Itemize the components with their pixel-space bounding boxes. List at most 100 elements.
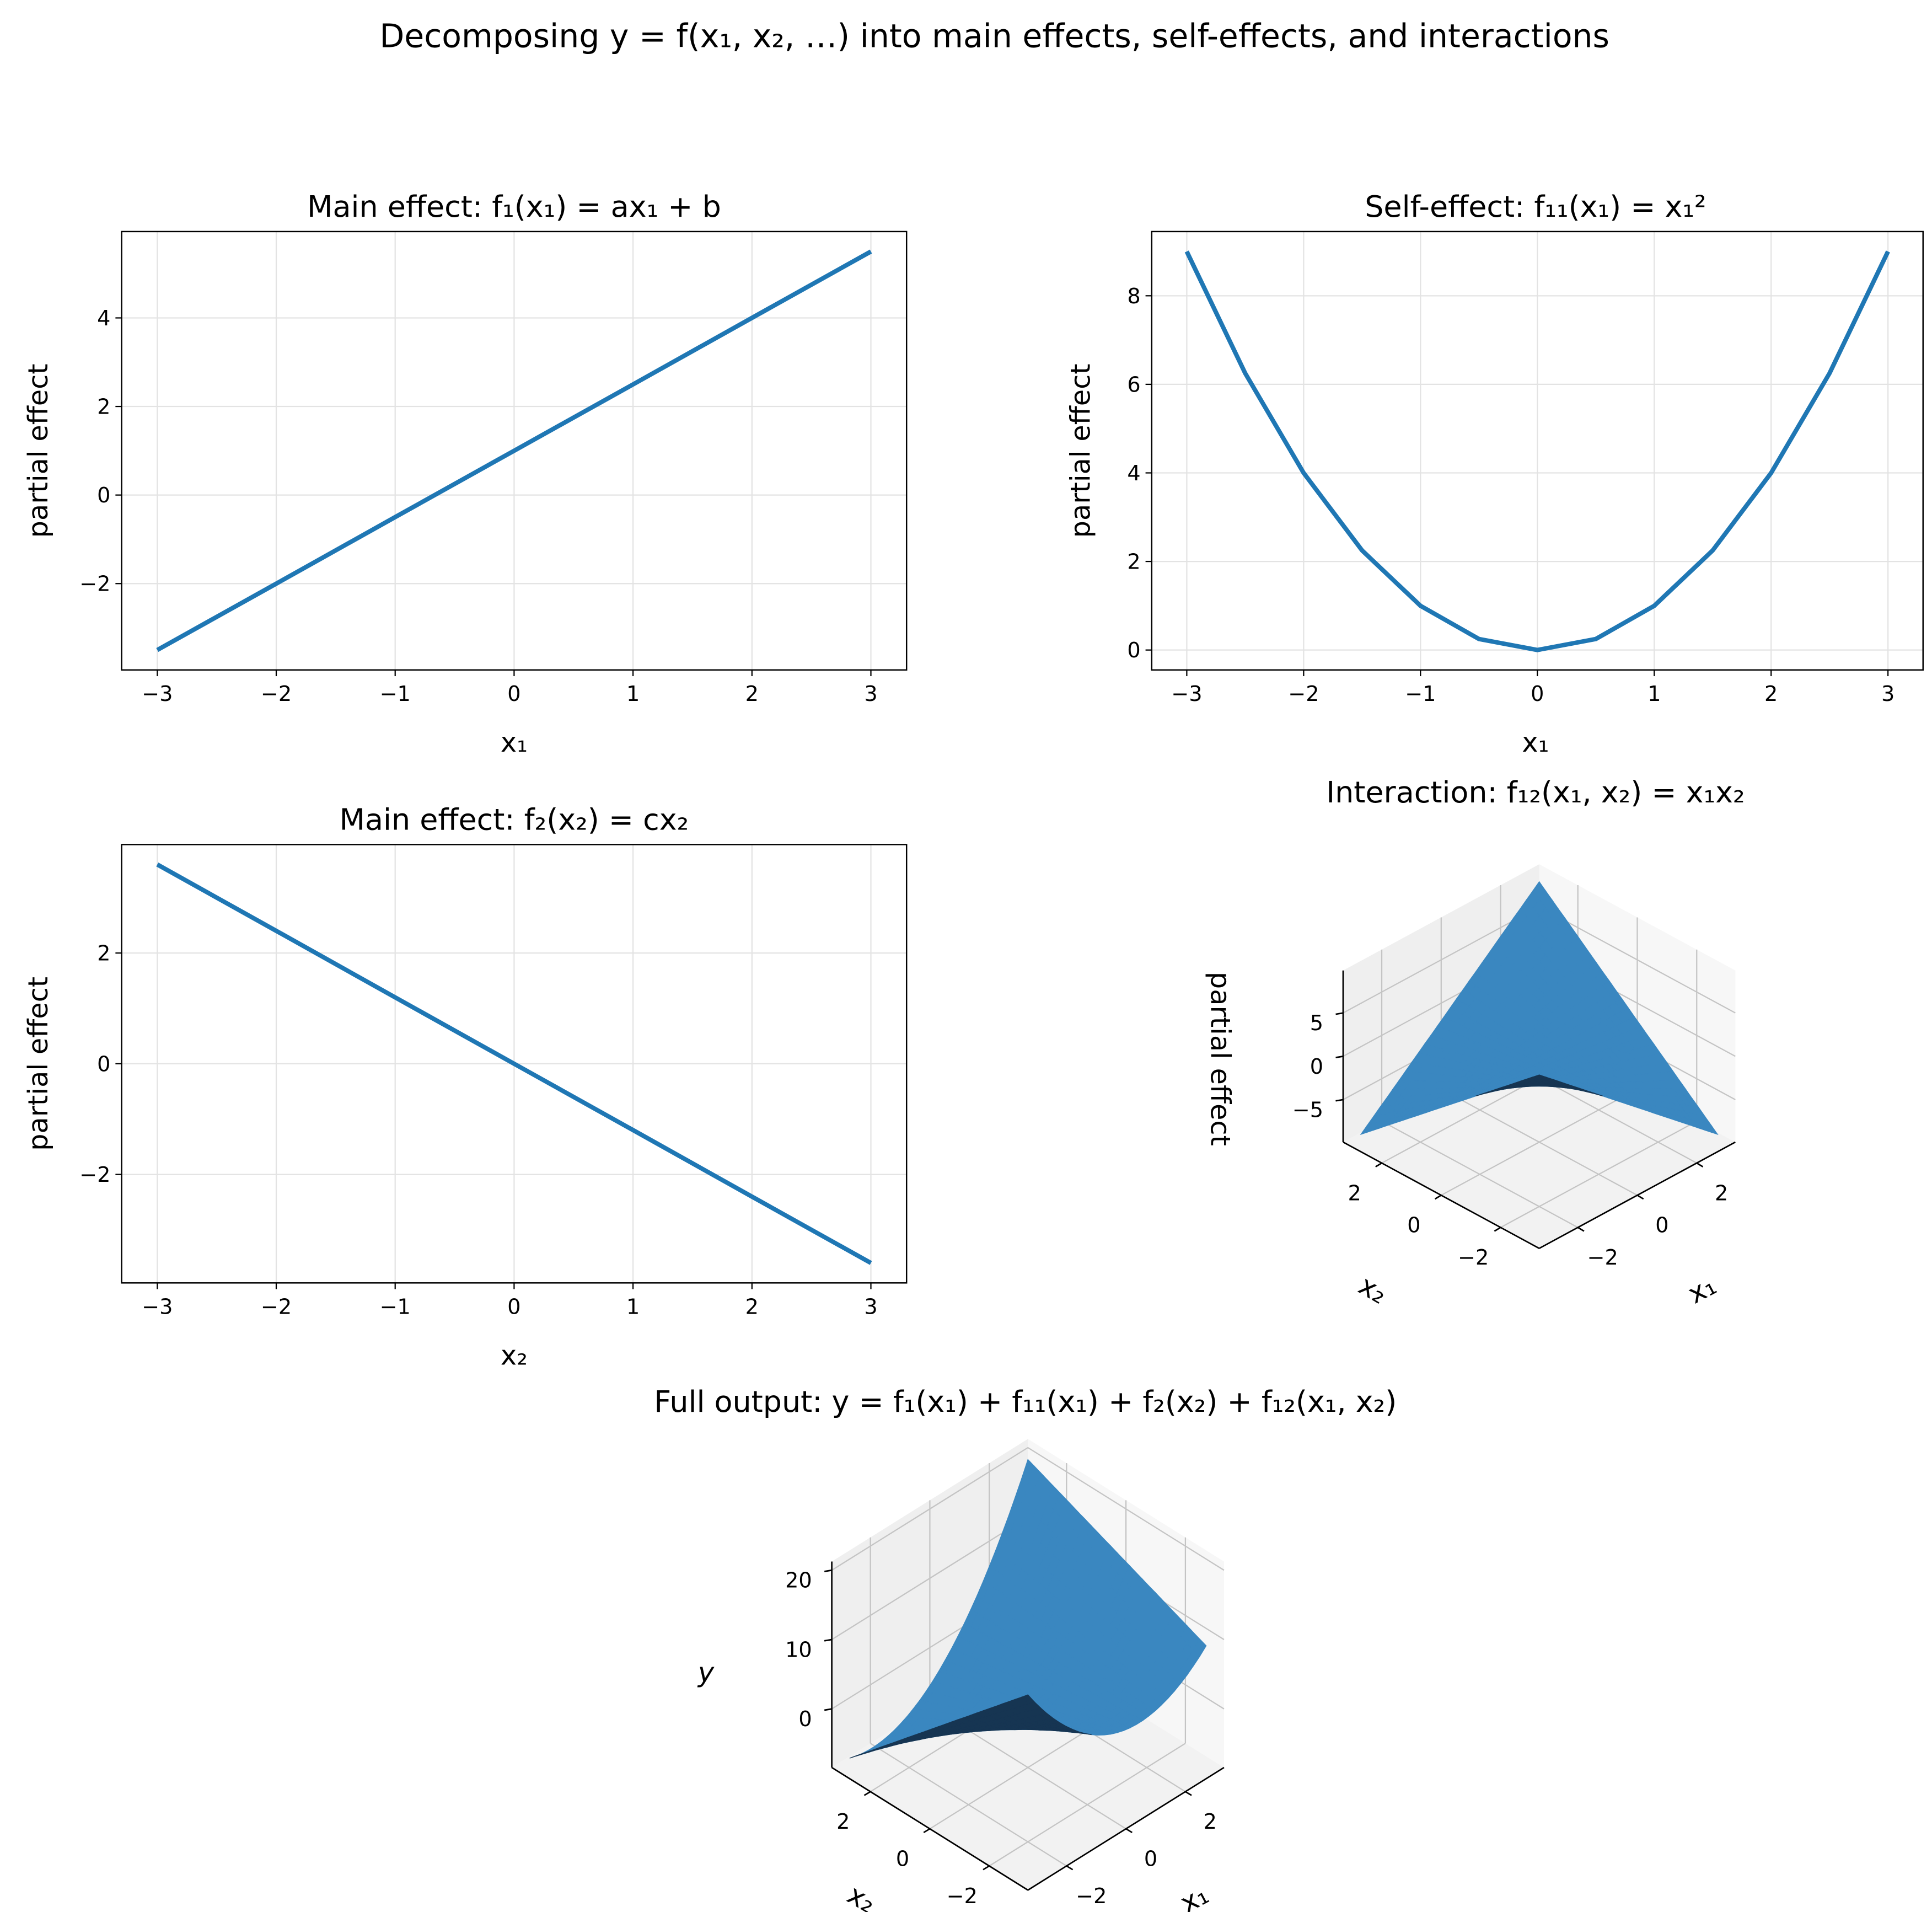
- plot1-ytick-label: 4: [97, 307, 110, 331]
- plot2-series-line: [1184, 250, 1890, 652]
- plot4-y-axis: [1343, 1141, 1540, 1249]
- plot4-title: Interaction: f₁₂(x₁, x₂) = x₁x₂: [1326, 775, 1745, 810]
- plot3-series-line: [156, 863, 872, 1265]
- plot3-xtick-label: −1: [380, 1295, 411, 1319]
- plot2-ytick-label: 2: [1127, 550, 1140, 575]
- plot4-ytick: [1494, 1227, 1501, 1232]
- plot2-ytick-label: 4: [1127, 462, 1140, 486]
- plot4-surface-patch: [1531, 1074, 1547, 1079]
- plot2-ytick-label: 8: [1127, 285, 1140, 309]
- plot5-ytick: [983, 1865, 990, 1871]
- plot4-x-axis: [1539, 1141, 1736, 1249]
- plot5-ztick: [824, 1638, 832, 1642]
- plot5-xtick-label: −2: [1076, 1884, 1107, 1909]
- plot3-frame: [121, 844, 908, 1284]
- plot5-ytick: [863, 1791, 871, 1796]
- plot2-xtick-label: 0: [1531, 682, 1544, 706]
- plot4: −2 0 2 −2 0 2 −5 0 5: [1292, 864, 1736, 1270]
- plot4-floor-grid: [1441, 1088, 1638, 1196]
- plot1-ytick-label: 0: [97, 484, 110, 508]
- plot4-ztick-label: −5: [1292, 1098, 1323, 1122]
- plot1: −3 −2 −1 0 1 2 3 −2 0 2 4: [79, 231, 908, 706]
- figure-title: Decomposing y = f(x₁, x₂, …) into main e…: [379, 17, 1609, 55]
- plot4-ztick-label: 5: [1310, 1011, 1323, 1036]
- plot3: −3 −2 −1 0 1 2 3 −2 0 2: [79, 844, 908, 1319]
- plot3-xtick-label: −3: [142, 1295, 173, 1319]
- plot1-frame: [121, 231, 908, 671]
- plot3-ytick-label: −2: [79, 1163, 110, 1187]
- plot5-ytick-label: −2: [947, 1884, 978, 1909]
- plot4-xtick: [1577, 1227, 1585, 1232]
- plot4-ytick: [1434, 1195, 1442, 1200]
- plot3-xtick-label: 0: [507, 1295, 520, 1319]
- plot5-ytick: [923, 1828, 931, 1834]
- plot4-ztick: [1335, 1056, 1344, 1058]
- plot1-ytick-label: 2: [97, 395, 110, 420]
- plot3-title: Main effect: f₂(x₂) = cx₂: [340, 802, 689, 837]
- plot3-xtick-label: 3: [864, 1295, 877, 1319]
- plot2-xtick-label: −2: [1288, 682, 1319, 706]
- plot1-xtick-label: −3: [142, 682, 173, 706]
- plot4-ytick-label: −2: [1458, 1246, 1489, 1270]
- plot2: −3 −2 −1 0 1 2 3 0 2 4 6 8: [1127, 231, 1924, 706]
- plot5-title: Full output: y = f₁(x₁) + f₁₁(x₁) + f₂(x…: [654, 1384, 1397, 1419]
- plot4-zlabel: partial effect: [1205, 972, 1237, 1146]
- plot1-xtick-label: 2: [745, 682, 759, 706]
- plot4-ytick-label: 0: [1407, 1214, 1420, 1238]
- plot1-xtick-label: 1: [626, 682, 640, 706]
- plot5-ztick: [824, 1708, 832, 1711]
- plot5-ytick-label: 2: [836, 1810, 850, 1834]
- plot1-xtick-label: −1: [380, 682, 411, 706]
- plot4-wall-grid: [1539, 906, 1736, 1014]
- plot4-ztick-label: 0: [1310, 1055, 1323, 1079]
- plot4-ztick: [1335, 1099, 1344, 1102]
- plot4-xtick: [1636, 1195, 1644, 1200]
- plot1-ylabel: partial effect: [22, 363, 54, 538]
- plots-layer: −3 −2 −1 0 1 2 3 −2 0 2 4 −3 −2 −1 0 1 2 3 0 2 4 6 8 −3 −2 −1 0 1 2 3…: [79, 231, 1924, 1909]
- plot5-xtick-label: 0: [1144, 1847, 1157, 1872]
- plot2-ytick-label: 0: [1127, 639, 1140, 663]
- plot2-xlabel: x₁: [1522, 726, 1549, 758]
- plot3-xtick-label: −2: [261, 1295, 292, 1319]
- plot2-frame: [1151, 231, 1924, 671]
- plot2-xtick-label: 1: [1647, 682, 1661, 706]
- plot5-xtick: [1066, 1865, 1074, 1871]
- plot4-ytick-label: 2: [1348, 1181, 1361, 1206]
- plot5-ztick-label: 20: [785, 1569, 812, 1593]
- plot4-ytick: [1375, 1162, 1382, 1167]
- plot5-ztick-label: 10: [785, 1638, 812, 1662]
- plot5-ztick-label: 0: [798, 1707, 812, 1732]
- plot5-floor-grid: [989, 1743, 1186, 1867]
- plot5-xtick-label: 2: [1204, 1810, 1217, 1834]
- plot5-ztick: [824, 1569, 832, 1572]
- plot2-ylabel: partial effect: [1065, 363, 1097, 538]
- plot3-xtick-label: 2: [745, 1295, 759, 1319]
- plot3-xtick-label: 1: [626, 1295, 640, 1319]
- plot1-xtick-label: 0: [507, 682, 520, 706]
- plot1-series-line: [156, 249, 872, 652]
- plot2-xtick-label: 3: [1881, 682, 1895, 706]
- plot4-xtick-label: 0: [1655, 1214, 1668, 1238]
- plot1-ytick-label: −2: [79, 572, 110, 597]
- plot1-xtick-label: 3: [864, 682, 877, 706]
- plot3-ytick-label: 0: [97, 1052, 110, 1076]
- plot2-xtick-label: 2: [1764, 682, 1778, 706]
- plot5-wall-grid: [831, 1447, 1028, 1571]
- plot4-xtick: [1696, 1162, 1704, 1167]
- plot3-ylabel: partial effect: [22, 977, 54, 1151]
- plot2-title: Self-effect: f₁₁(x₁) = x₁²: [1365, 189, 1706, 224]
- plot5-ytick-label: 0: [896, 1847, 909, 1872]
- plot4-xtick-label: −2: [1587, 1246, 1618, 1270]
- plot5-wall-grid: [1027, 1447, 1225, 1571]
- plot1-title: Main effect: f₁(x₁) = ax₁ + b: [307, 189, 721, 224]
- plot4-ztick: [1335, 1012, 1344, 1015]
- plot5-wall-grid: [831, 1516, 1028, 1640]
- plot4-floor-grid: [1500, 1121, 1697, 1228]
- plot5-zlabel: y: [697, 1656, 715, 1688]
- plot1-xtick-label: −2: [261, 682, 292, 706]
- plot4-xtick-label: 2: [1715, 1181, 1728, 1206]
- plot4-wall-grid: [1343, 906, 1540, 1014]
- plot5-xtick: [1125, 1828, 1133, 1834]
